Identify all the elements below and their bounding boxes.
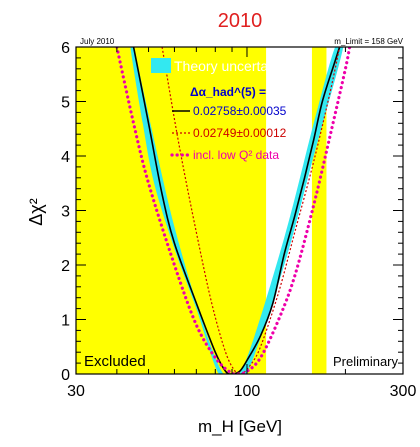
x-tick-label: 100 [234, 383, 261, 400]
x-axis-label: m_H [GeV] [198, 417, 282, 436]
plot-area [76, 47, 352, 374]
legend-label-series-1: 0.02758±0.00035 [193, 104, 287, 118]
legend-label-series-2: 0.02749±0.00012 [193, 126, 287, 140]
corner-label-mlimit: m_Limit = 158 GeV [334, 37, 403, 46]
legend-header: Δα_had^(5) = [190, 85, 266, 99]
y-tick-label: 0 [61, 367, 70, 384]
tick-marks [75, 46, 404, 375]
y-axis-label: Δχ² [26, 198, 46, 225]
preliminary-label: Preliminary [333, 354, 399, 369]
excluded-region-1 [76, 47, 267, 374]
series-2-curve [161, 47, 341, 374]
y-tick-label: 6 [61, 40, 70, 57]
x-tick-labels: 30 100 300 [67, 383, 416, 400]
legend-band-swatch [151, 58, 171, 73]
chart-title: 2010 [218, 10, 263, 32]
legend-label-series-3: incl. low Q² data [193, 148, 279, 162]
x-tick-label: 300 [390, 383, 417, 400]
y-tick-label: 4 [61, 149, 70, 166]
y-tick-label: 5 [61, 95, 70, 112]
series-layer [115, 47, 352, 374]
corner-label-date: July 2010 [80, 37, 115, 46]
excluded-label: Excluded [84, 353, 146, 370]
x-tick-label: 30 [67, 383, 85, 400]
excluded-regions [76, 47, 327, 374]
y-tick-label: 2 [61, 258, 70, 275]
legend: Theory uncertainty Δα_had^(5) = 0.02758±… [151, 58, 290, 162]
legend-band-label: Theory uncertainty [174, 58, 290, 74]
series-3-curve [115, 47, 352, 374]
series-1-curve [132, 47, 341, 374]
y-tick-label: 1 [61, 313, 70, 330]
y-tick-label: 3 [61, 204, 70, 221]
y-tick-labels: 0 1 2 3 4 5 6 [61, 40, 70, 384]
